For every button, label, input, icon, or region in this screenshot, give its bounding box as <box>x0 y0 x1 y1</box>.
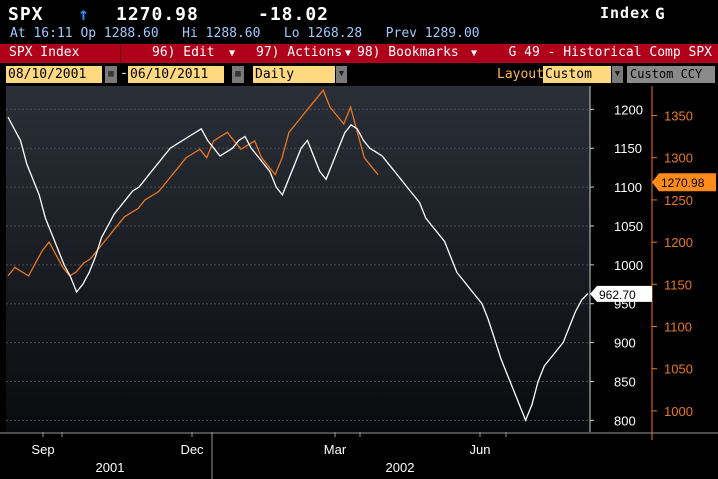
last-value-tag-white <box>590 285 652 302</box>
end-date-field[interactable]: 06/10/2011 <box>128 66 224 83</box>
series-line-white <box>7 116 589 423</box>
controls-bar: 08/10/2001 ▦ - 06/10/2011 ▦ Daily ▼ Layo… <box>0 64 718 84</box>
x-tick-label: Dec <box>180 442 204 457</box>
layout-label: Layout <box>497 67 544 82</box>
chevron-down-icon[interactable]: ▼ <box>612 66 623 83</box>
security-field[interactable]: SPX Index <box>9 45 80 60</box>
menu-bar: SPX Index 96) Edit ▼ 97) Actions ▼ 98) B… <box>0 44 718 63</box>
chevron-down-icon[interactable]: ▼ <box>336 66 347 83</box>
date-separator: - <box>120 66 128 81</box>
last-price: 1270.98 <box>116 4 199 25</box>
tick-label: 1150 <box>664 277 692 292</box>
index-tag: G <box>655 4 666 23</box>
bookmarks-menu[interactable]: 98) Bookmarks <box>357 45 459 60</box>
calendar-icon[interactable]: ▦ <box>232 66 244 83</box>
x-tick-label: Jun <box>470 442 491 457</box>
edit-menu[interactable]: 96) Edit <box>152 45 215 60</box>
tick-label: 1150 <box>614 141 642 156</box>
grid <box>6 108 590 421</box>
tick-label: 1350 <box>664 109 693 124</box>
divider <box>120 44 121 63</box>
ticker-label: SPX <box>8 4 44 25</box>
tick-label: 1100 <box>664 320 692 335</box>
currency-field[interactable]: Custom CCY <box>627 66 715 83</box>
chevron-down-icon[interactable]: ▼ <box>229 48 236 59</box>
tick-label: 1200 <box>664 235 693 250</box>
price-details: At 16:11 Op 1288.60 Hi 1288.60 Lo 1268.2… <box>10 26 480 41</box>
tick-label: 1050 <box>614 219 643 234</box>
chevron-down-icon[interactable]: ▼ <box>345 48 352 59</box>
calendar-icon[interactable]: ▦ <box>105 66 117 83</box>
chevron-down-icon[interactable]: ▼ <box>471 48 478 59</box>
net-change: -18.02 <box>258 4 330 25</box>
plot-area <box>6 86 590 432</box>
quote-header: SPX ↑ 1270.98 -18.02 Index G At 16:11 Op… <box>0 0 718 44</box>
last-value-tag-orange <box>652 173 716 192</box>
actions-menu[interactable]: 97) Actions <box>256 45 343 60</box>
tick-label: 1100 <box>614 180 642 195</box>
year-label: 2002 <box>386 460 415 475</box>
period-select[interactable]: Daily <box>253 66 335 83</box>
x-axis: Sep Dec Mar Jun 2001 2002 <box>0 432 718 479</box>
function-title: G 49 - Historical Comp SPX <box>508 45 713 60</box>
layout-select[interactable]: Custom <box>543 66 611 83</box>
tick-label: 1300 <box>664 151 693 166</box>
right-axis: 1000 1050 1100 1150 1200 1250 1300 1350 <box>651 86 693 440</box>
tick-label: 1200 <box>614 102 643 117</box>
x-tick-label: Sep <box>31 442 54 457</box>
tick-label: 1250 <box>664 193 693 208</box>
year-label: 2001 <box>96 460 125 475</box>
start-date-field[interactable]: 08/10/2001 <box>6 66 102 83</box>
up-arrow-icon: ↑ <box>78 4 90 25</box>
last-value-label-white: 962.70 <box>599 288 636 302</box>
last-value-label-orange: 1270.98 <box>661 176 705 190</box>
tick-label: 1000 <box>664 404 693 419</box>
tick-label: 1050 <box>664 362 693 377</box>
tick-label: 800 <box>614 413 636 428</box>
tick-label: 900 <box>614 336 636 351</box>
x-tick-label: Mar <box>324 442 347 457</box>
index-label: Index <box>600 4 651 22</box>
tick-label: 850 <box>614 374 636 389</box>
tick-label: 1000 <box>614 258 643 273</box>
